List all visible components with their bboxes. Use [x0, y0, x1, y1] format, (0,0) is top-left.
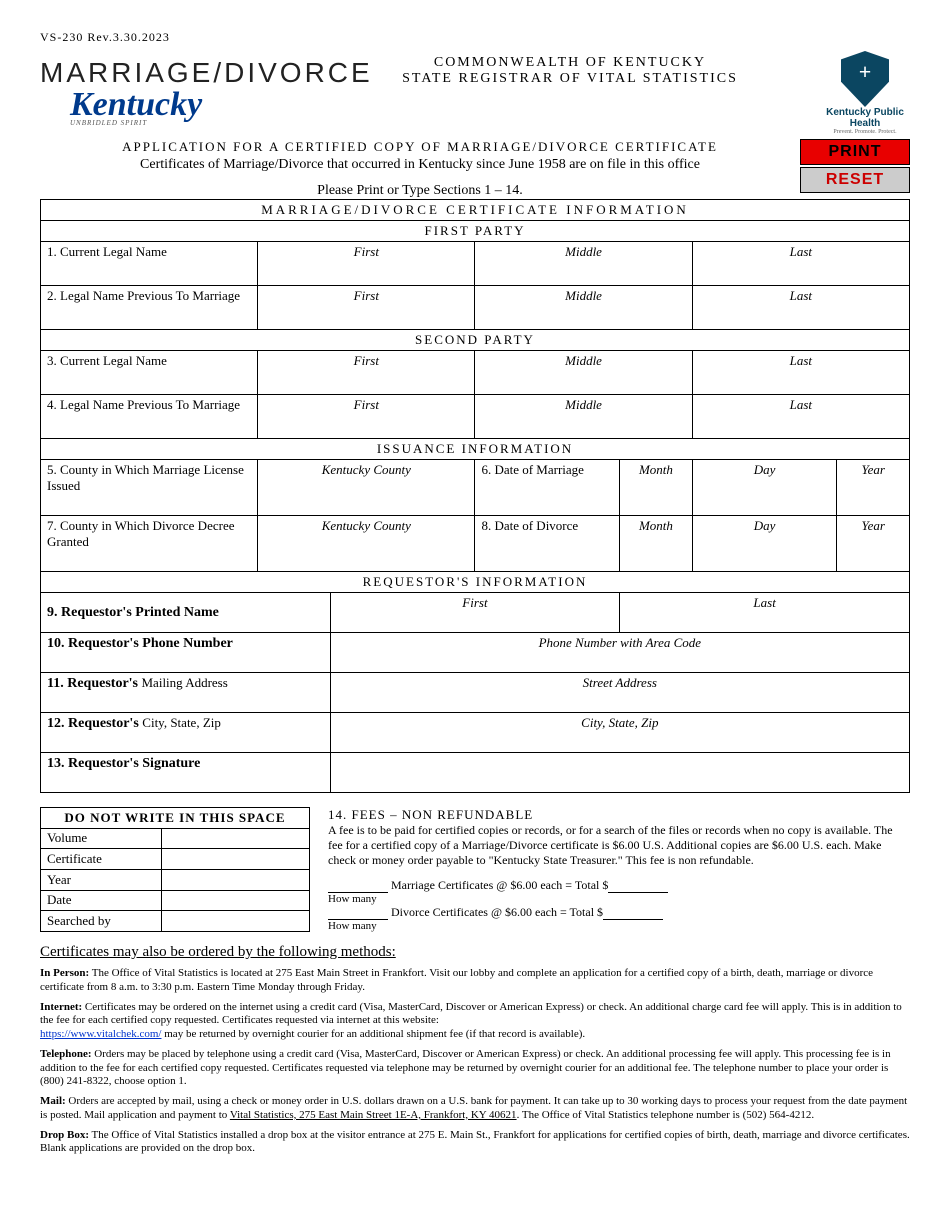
first-col[interactable]: First	[330, 593, 620, 633]
ky-county[interactable]: Kentucky County	[258, 460, 475, 516]
middle-col[interactable]: Middle	[475, 286, 692, 330]
dnw-volume-val	[162, 828, 310, 849]
month-col[interactable]: Month	[620, 460, 692, 516]
street-col[interactable]: Street Address	[330, 673, 909, 713]
fees-title: 14. FEES – NON REFUNDABLE	[328, 807, 910, 823]
section-requestor: REQUESTOR'S INFORMATION	[41, 572, 910, 593]
ky-county[interactable]: Kentucky County	[258, 516, 475, 572]
year-col[interactable]: Year	[837, 516, 910, 572]
dnw-title: DO NOT WRITE IN THIS SPACE	[41, 808, 310, 829]
last-col[interactable]: Last	[620, 593, 910, 633]
kentucky-logo: Kentucky	[70, 86, 202, 123]
phone-col[interactable]: Phone Number with Area Code	[330, 633, 909, 673]
application-title: APPLICATION FOR A CERTIFIED COPY OF MARR…	[40, 139, 910, 155]
ph-label: Kentucky Public Health	[820, 107, 910, 129]
header-line2: STATE REGISTRAR OF VITAL STATISTICS	[320, 71, 820, 87]
row5-label: 5. County in Which Marriage License Issu…	[41, 460, 258, 516]
dnw-year-val	[162, 869, 310, 890]
form-id: VS-230 Rev.3.30.2023	[40, 30, 910, 45]
divorce-total-field[interactable]	[603, 908, 663, 920]
method-internet: Internet: Certificates may be ordered on…	[40, 1001, 910, 1042]
instructions: Please Print or Type Sections 1 – 14.	[40, 183, 910, 199]
row10-label: 10. Requestor's Phone Number	[47, 636, 233, 651]
row7-label: 7. County in Which Divorce Decree Grante…	[41, 516, 258, 572]
dnw-certificate-val	[162, 849, 310, 870]
day-col[interactable]: Day	[692, 516, 837, 572]
year-col[interactable]: Year	[837, 460, 910, 516]
shield-icon	[841, 51, 889, 107]
row1-label: 1. Current Legal Name	[41, 242, 258, 286]
marriage-qty-field[interactable]	[328, 881, 388, 893]
row11-label-a: 11. Requestor's	[47, 676, 142, 691]
signature-field[interactable]	[330, 753, 909, 793]
header-line1: COMMONWEALTH OF KENTUCKY	[320, 55, 820, 71]
page-title: MARRIAGE/DIVORCE	[40, 57, 320, 89]
dnw-date: Date	[41, 890, 162, 911]
subtitle: Certificates of Marriage/Divorce that oc…	[40, 157, 910, 173]
row13-label: 13. Requestor's Signature	[47, 756, 200, 771]
dnw-table: DO NOT WRITE IN THIS SPACE Volume Certif…	[40, 807, 310, 932]
dnw-searched-val	[162, 911, 310, 932]
middle-col[interactable]: Middle	[475, 395, 692, 439]
ph-sub: Prevent. Promote. Protect.	[820, 129, 910, 135]
middle-col[interactable]: Middle	[475, 351, 692, 395]
csz-col[interactable]: City, State, Zip	[330, 713, 909, 753]
last-col[interactable]: Last	[692, 286, 909, 330]
fees-divorce-line: Divorce Certificates @ $6.00 each = Tota…	[388, 905, 603, 919]
divorce-qty-field[interactable]	[328, 908, 388, 920]
row4-label: 4. Legal Name Previous To Marriage	[41, 395, 258, 439]
how-many-1: How many	[328, 893, 910, 905]
day-col[interactable]: Day	[692, 460, 837, 516]
print-button[interactable]: PRINT	[800, 139, 910, 165]
how-many-2: How many	[328, 920, 910, 932]
last-col[interactable]: Last	[692, 395, 909, 439]
dnw-year: Year	[41, 869, 162, 890]
methods-header: Certificates may also be ordered by the …	[40, 944, 910, 961]
row12-label-b: City, State, Zip	[142, 715, 221, 730]
dnw-searched: Searched by	[41, 911, 162, 932]
row3-label: 3. Current Legal Name	[41, 351, 258, 395]
row8-label: 8. Date of Divorce	[475, 516, 620, 572]
fees-marriage-line: Marriage Certificates @ $6.00 each = Tot…	[388, 878, 608, 892]
method-mail: Mail: Orders are accepted by mail, using…	[40, 1095, 910, 1123]
fees-body: A fee is to be paid for certified copies…	[328, 823, 910, 868]
first-col[interactable]: First	[258, 286, 475, 330]
first-col[interactable]: First	[258, 395, 475, 439]
dnw-date-val	[162, 890, 310, 911]
section-issuance: ISSUANCE INFORMATION	[41, 439, 910, 460]
method-dropbox: Drop Box: The Office of Vital Statistics…	[40, 1129, 910, 1157]
method-in-person: In Person: The Office of Vital Statistic…	[40, 967, 910, 995]
row6-label: 6. Date of Marriage	[475, 460, 620, 516]
reset-button[interactable]: RESET	[800, 167, 910, 193]
row9-label: 9. Requestor's Printed Name	[47, 605, 219, 620]
month-col[interactable]: Month	[620, 516, 692, 572]
section-first-party: FIRST PARTY	[41, 221, 910, 242]
dnw-volume: Volume	[41, 828, 162, 849]
last-col[interactable]: Last	[692, 351, 909, 395]
first-col[interactable]: First	[258, 242, 475, 286]
vitalchek-link[interactable]: https://www.vitalchek.com/	[40, 1028, 162, 1040]
section-cert-info: MARRIAGE/DIVORCE CERTIFICATE INFORMATION	[41, 200, 910, 221]
dnw-certificate: Certificate	[41, 849, 162, 870]
fees-section: 14. FEES – NON REFUNDABLE A fee is to be…	[328, 807, 910, 932]
public-health-logo: Kentucky Public Health Prevent. Promote.…	[820, 51, 910, 135]
method-telephone: Telephone: Orders may be placed by telep…	[40, 1048, 910, 1089]
row11-label-b: Mailing Address	[142, 675, 228, 690]
section-second-party: SECOND PARTY	[41, 330, 910, 351]
row12-label-a: 12. Requestor's	[47, 716, 142, 731]
first-col[interactable]: First	[258, 351, 475, 395]
marriage-total-field[interactable]	[608, 881, 668, 893]
main-form-table: MARRIAGE/DIVORCE CERTIFICATE INFORMATION…	[40, 199, 910, 793]
row2-label: 2. Legal Name Previous To Marriage	[41, 286, 258, 330]
mail-address: Vital Statistics, 275 East Main Street 1…	[230, 1109, 517, 1121]
last-col[interactable]: Last	[692, 242, 909, 286]
middle-col[interactable]: Middle	[475, 242, 692, 286]
